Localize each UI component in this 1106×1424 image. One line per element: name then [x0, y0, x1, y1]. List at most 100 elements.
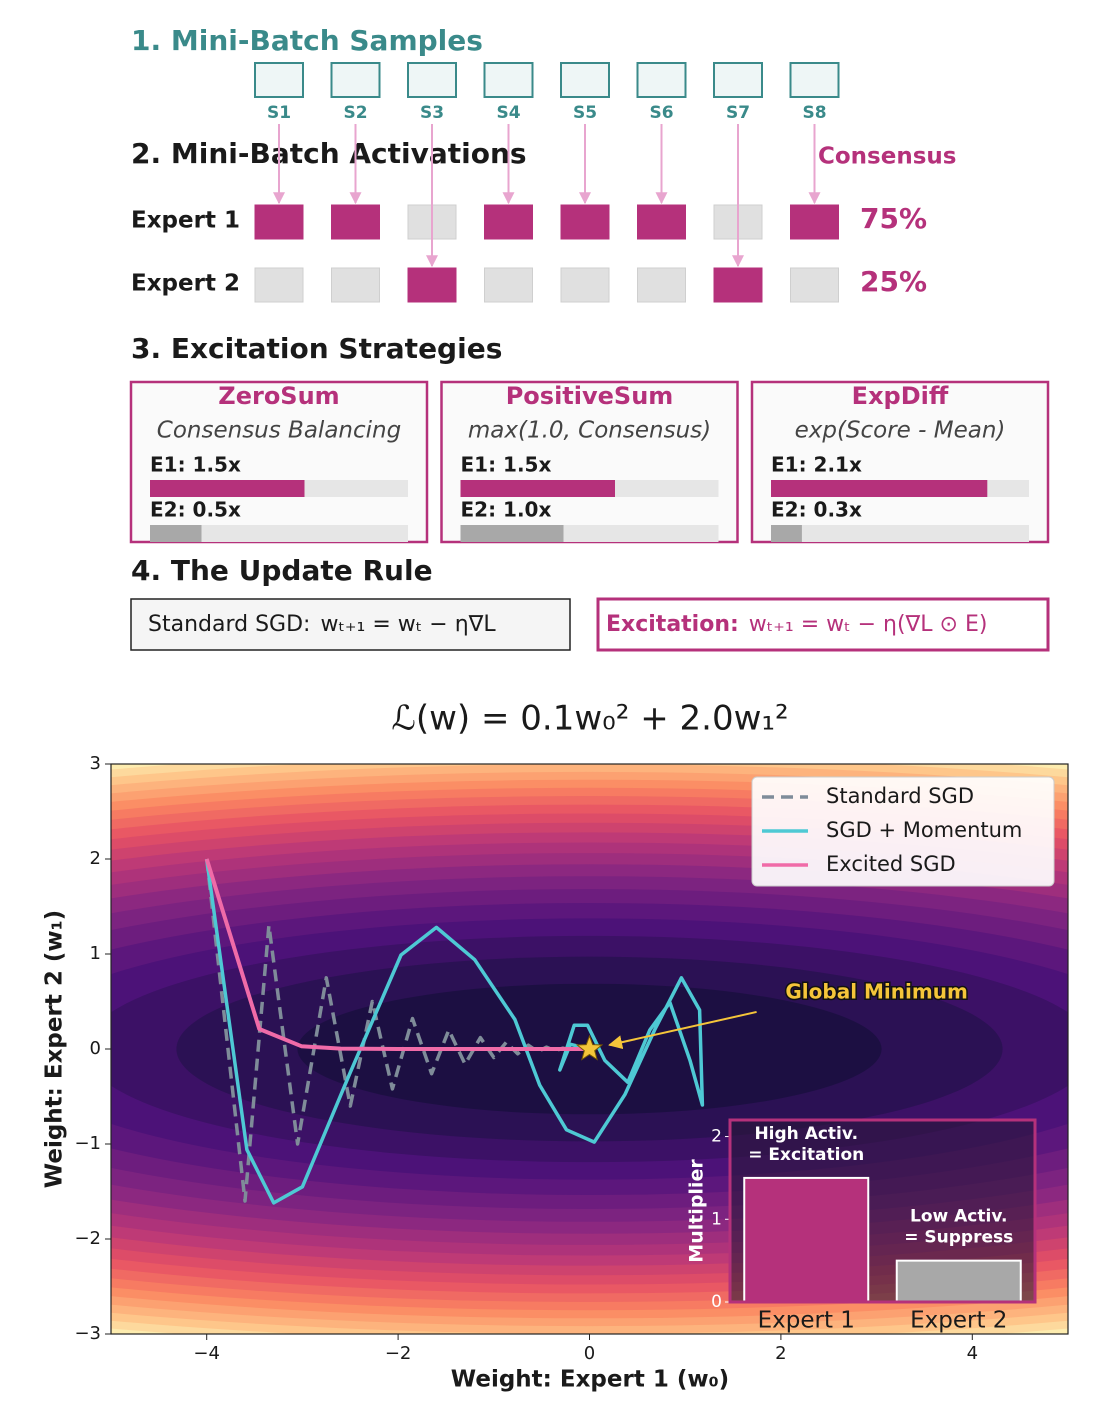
inset-y-tick-label: 1 [711, 1209, 722, 1229]
strategy-box [129, 380, 429, 544]
consensus-value: 25% [860, 265, 927, 298]
sample-label: S3 [420, 103, 444, 123]
rule-label: Standard SGD: [148, 612, 310, 637]
excitation-box [596, 597, 1050, 652]
x-tick-label: 0 [584, 1343, 595, 1364]
consensus-value: 75% [860, 202, 927, 235]
section-title: 2. Mini-Batch Activations [131, 137, 527, 170]
activation-cell [254, 204, 304, 240]
multiplier-bar [150, 480, 305, 497]
x-tick-label: −4 [193, 1343, 220, 1364]
strategy-description: max(1.0, Consensus) [468, 418, 711, 444]
sample-box [636, 62, 687, 98]
x-tick-label: 4 [967, 1343, 978, 1364]
section-title: 1. Mini-Batch Samples [131, 24, 483, 57]
sample-box [330, 62, 381, 98]
rule-formula: wₜ₊₁ = wₜ − η(∇L ⊙ E) [749, 612, 988, 637]
trajectories [204, 858, 705, 1205]
activation-cell [331, 267, 380, 303]
multiplier-label: E1: 2.1x [771, 453, 862, 477]
multiplier-label: E1: 1.5x [461, 453, 552, 477]
activation-cell [484, 267, 533, 303]
activation-cell [254, 267, 304, 303]
sample-label: S8 [802, 103, 826, 123]
sample-box [254, 62, 304, 98]
bar-track [150, 525, 408, 542]
rule-label: Excitation: [606, 612, 739, 637]
strategy-description: exp(Score - Mean) [795, 418, 1006, 444]
annotation-arrow [608, 1010, 757, 1050]
multiplier-bar [150, 525, 202, 542]
trajectory-line [204, 858, 705, 1205]
strategy-name: PositiveSum [506, 382, 674, 410]
activation-cell [484, 204, 533, 240]
multiplier-bar [771, 525, 802, 542]
rule-formula: wₜ₊₁ = wₜ − η∇L [320, 612, 496, 637]
chart-title: ℒ(w) = 0.1w₀² + 2.0w₁² [391, 699, 788, 739]
expert-name: Expert 1 [131, 208, 240, 234]
activation-cell [407, 267, 457, 303]
strategy-name: ZeroSum [218, 382, 339, 410]
x-axis-label: Weight: Expert 1 (w₀) [451, 1367, 729, 1393]
activation-cell [790, 267, 839, 303]
activation-cell [331, 204, 380, 240]
multiplier-label: E2: 1.0x [461, 498, 552, 522]
inset-bar [895, 1259, 1022, 1303]
y-tick-label: −1 [74, 1133, 101, 1154]
expert-name: Expert 2 [131, 271, 240, 297]
sample-label: S6 [649, 103, 673, 123]
sample-box [713, 62, 763, 98]
bar-track [771, 525, 1029, 542]
y-tick-label: −2 [74, 1228, 101, 1249]
activation-cell [560, 267, 610, 303]
inset-y-label: Multiplier [686, 1159, 708, 1263]
inset-y-tick-label: 0 [711, 1292, 722, 1312]
multiplier-label: E2: 0.3x [771, 498, 862, 522]
inset-y-tick-label: 2 [711, 1127, 722, 1147]
multiplier-bar [460, 480, 615, 497]
inset-frame [728, 1118, 1037, 1304]
sample-label: S7 [726, 103, 750, 123]
minimum-star [575, 1034, 604, 1061]
activation-cell [713, 267, 763, 303]
sample-box [560, 62, 610, 98]
annotation-text: Global Minimum [785, 979, 967, 1003]
sample-label: S4 [496, 103, 520, 123]
strategy-box [440, 380, 739, 544]
trajectory-line [204, 858, 590, 1051]
activation-cell [790, 204, 839, 240]
activation-cell [637, 267, 686, 303]
legend-label: SGD + Momentum [826, 818, 1022, 842]
legend-box [751, 776, 1055, 887]
sample-label: S1 [267, 103, 291, 123]
inset-annotation: = Excitation [748, 1145, 864, 1165]
sample-box [789, 62, 840, 98]
inset-x-tick-label: Expert 1 [758, 1308, 855, 1334]
strategy-name: ExpDiff [852, 382, 949, 410]
legend-label: Excited SGD [826, 852, 956, 876]
strategy-description: Consensus Balancing [157, 418, 401, 444]
activation-cell [560, 204, 610, 240]
consensus-title: Consensus [818, 144, 956, 170]
inset-bar [743, 1176, 870, 1303]
activation-cell [637, 204, 686, 240]
multiplier-label: E1: 1.5x [150, 453, 241, 477]
inset-annotation: = Suppress [904, 1228, 1013, 1248]
sample-box [483, 62, 534, 98]
section-title: 4. The Update Rule [131, 554, 433, 587]
y-tick-label: 0 [90, 1038, 101, 1059]
y-tick-label: 3 [90, 753, 101, 774]
y-axis-label: Weight: Expert 2 (w₁) [42, 910, 68, 1188]
sample-box [407, 62, 457, 98]
section-title: 3. Excitation Strategies [131, 332, 502, 365]
legend-label: Standard SGD [826, 784, 974, 808]
multiplier-bar [771, 480, 988, 497]
y-tick-label: −3 [74, 1323, 101, 1344]
inset-annotation: Low Activ. [910, 1207, 1007, 1227]
sample-label: S2 [343, 103, 367, 123]
x-tick-label: −2 [385, 1343, 412, 1364]
multiplier-label: E2: 0.5x [150, 498, 241, 522]
inset-x-tick-label: Expert 2 [910, 1308, 1007, 1334]
sample-label: S5 [573, 103, 597, 123]
